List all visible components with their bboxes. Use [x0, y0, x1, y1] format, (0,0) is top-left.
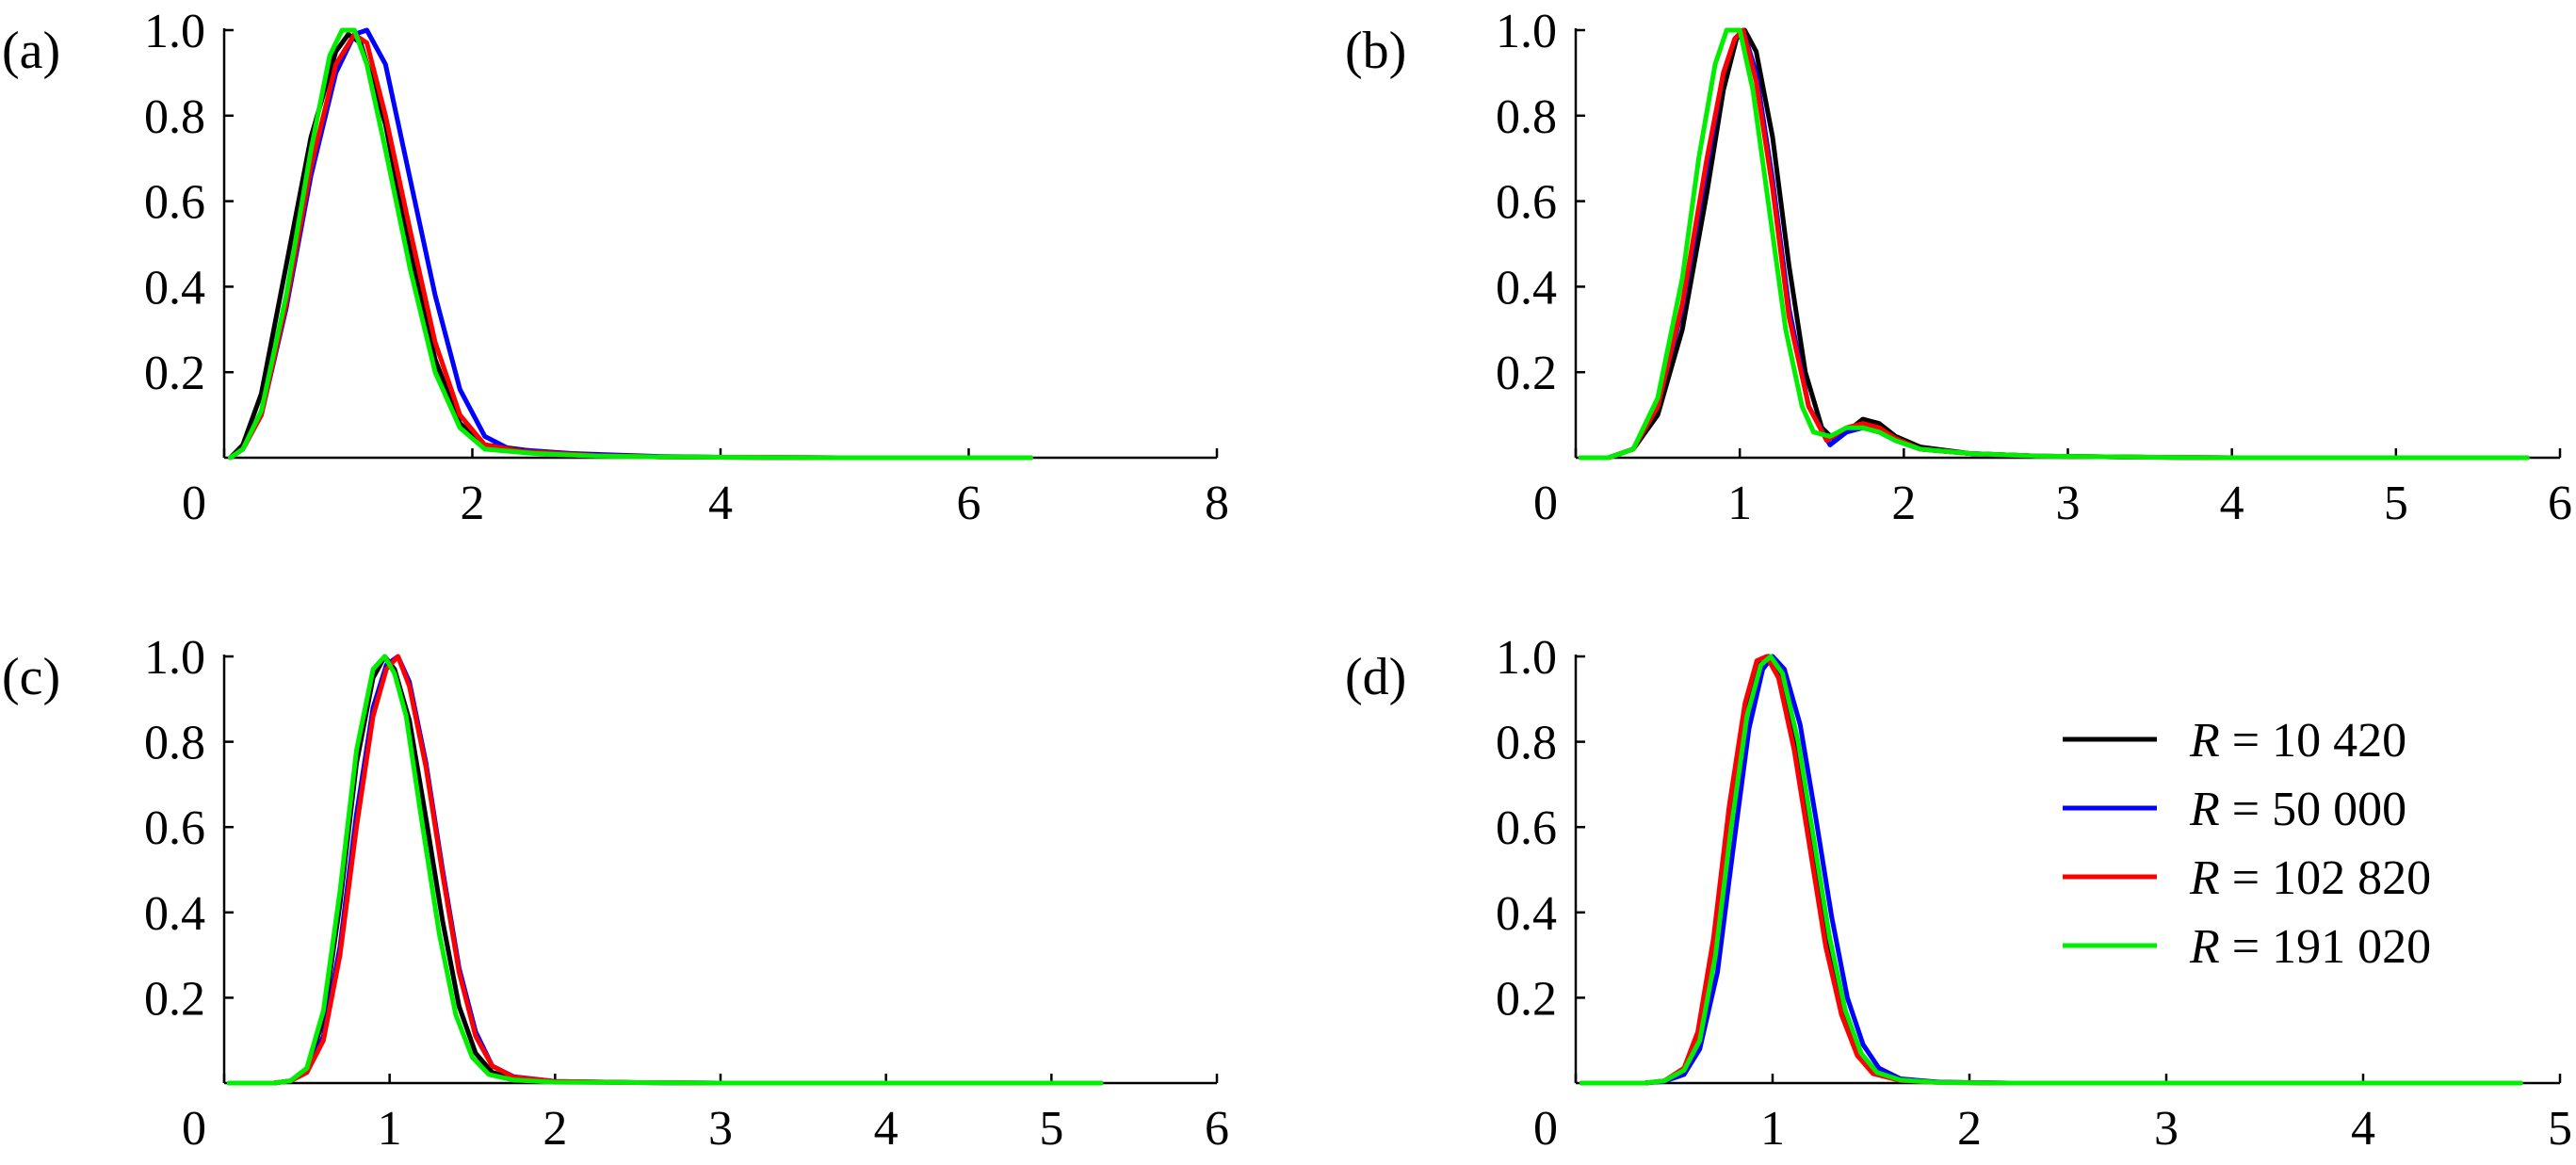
y-tick-label: 0.6: [1496, 801, 1557, 855]
y-tick-label: 0.8: [144, 90, 205, 144]
y-tick-label: 1.0: [144, 5, 205, 58]
series-line-4: [1579, 654, 2523, 1086]
y-tick-label: 0.8: [144, 717, 205, 770]
x-tick-label: 2: [1957, 1102, 1982, 1156]
y-tick-label: 0.2: [1496, 972, 1557, 1026]
x-tick-label: 4: [2220, 477, 2244, 530]
series-line-2: [228, 27, 1033, 461]
x-tick-label: 8: [1205, 477, 1229, 530]
x-tick-label: 0: [1533, 477, 1558, 530]
x-tick-label: 1: [1727, 477, 1752, 530]
y-tick-label: 0.6: [144, 176, 205, 230]
x-tick-label: 2: [461, 477, 485, 530]
panel-d: 0 1 2 3 4 5 0.2 0.4 0.6 0.8 1.0 (d): [1345, 631, 2572, 1156]
legend-entry: R = 102 820: [2189, 851, 2431, 905]
x-tick-label: 1: [378, 1102, 402, 1156]
legend: R = 10 420 R = 50 000 R = 102 820 R = 191 0…: [2063, 714, 2431, 974]
series-line-3: [228, 32, 1033, 461]
legend-entry: R = 50 000: [2189, 783, 2406, 836]
x-tick-label: 3: [2154, 1102, 2179, 1156]
panel-a: 0 2 4 6 8 0.2 0.4 0.6 0.8 1.0 (a): [2, 5, 1229, 530]
series-line-3: [226, 654, 1104, 1086]
y-tick-label: 1.0: [1496, 631, 1557, 685]
x-tick-label: 6: [1205, 1102, 1229, 1156]
series-line-4: [226, 654, 1104, 1086]
series-line-4: [228, 27, 1033, 461]
series-line-1: [228, 32, 1033, 461]
x-tick-label: 0: [1533, 1102, 1558, 1156]
y-tick-label: 0.2: [144, 972, 205, 1026]
panel-label: (c): [2, 648, 60, 706]
x-tick-label: 5: [2548, 1102, 2572, 1156]
x-tick-label: 3: [2056, 477, 2081, 530]
y-tick-label: 0.4: [144, 261, 205, 315]
legend-entry: R = 191 020: [2189, 920, 2431, 974]
x-tick-label: 0: [182, 477, 206, 530]
series-line-1: [226, 654, 1104, 1086]
y-tick-label: 0.4: [1496, 261, 1557, 315]
x-tick-label: 6: [2548, 477, 2572, 530]
y-tick-label: 0.8: [1496, 90, 1557, 144]
x-tick-label: 5: [1039, 1102, 1063, 1156]
series-line-2: [226, 654, 1104, 1086]
x-tick-label: 0: [182, 1102, 206, 1156]
y-tick-label: 0.4: [1496, 887, 1557, 941]
panel-label: (b): [1345, 22, 1406, 80]
y-tick-label: 1.0: [144, 631, 205, 685]
x-tick-label: 4: [874, 1102, 899, 1156]
y-tick-label: 1.0: [1496, 5, 1557, 58]
y-tick-label: 0.4: [144, 887, 205, 941]
panel-label: (d): [1345, 648, 1406, 706]
y-tick-label: 0.6: [144, 801, 205, 855]
panel-c: 0 1 2 3 4 5 6 0.2 0.4 0.6 0.8 1.0 (c): [2, 631, 1229, 1156]
x-tick-label: 2: [1891, 477, 1916, 530]
series-line-4: [1578, 27, 2530, 461]
x-tick-label: 2: [543, 1102, 567, 1156]
y-tick-label: 0.8: [1496, 717, 1557, 770]
panel-label: (a): [2, 22, 60, 80]
x-tick-label: 6: [957, 477, 981, 530]
x-tick-label: 1: [1760, 1102, 1785, 1156]
y-tick-label: 0.6: [1496, 176, 1557, 230]
x-tick-label: 3: [708, 1102, 733, 1156]
x-tick-label: 5: [2384, 477, 2408, 530]
x-tick-label: 4: [708, 477, 733, 530]
panel-b: 0 1 2 3 4 5 6 0.2 0.4 0.6 0.8 1.0 (b): [1345, 5, 2572, 530]
x-tick-label: 4: [2351, 1102, 2375, 1156]
y-tick-label: 0.2: [1496, 347, 1557, 400]
series-line-1: [1578, 27, 2530, 461]
legend-entry: R = 10 420: [2189, 714, 2406, 768]
y-tick-label: 0.2: [144, 347, 205, 400]
